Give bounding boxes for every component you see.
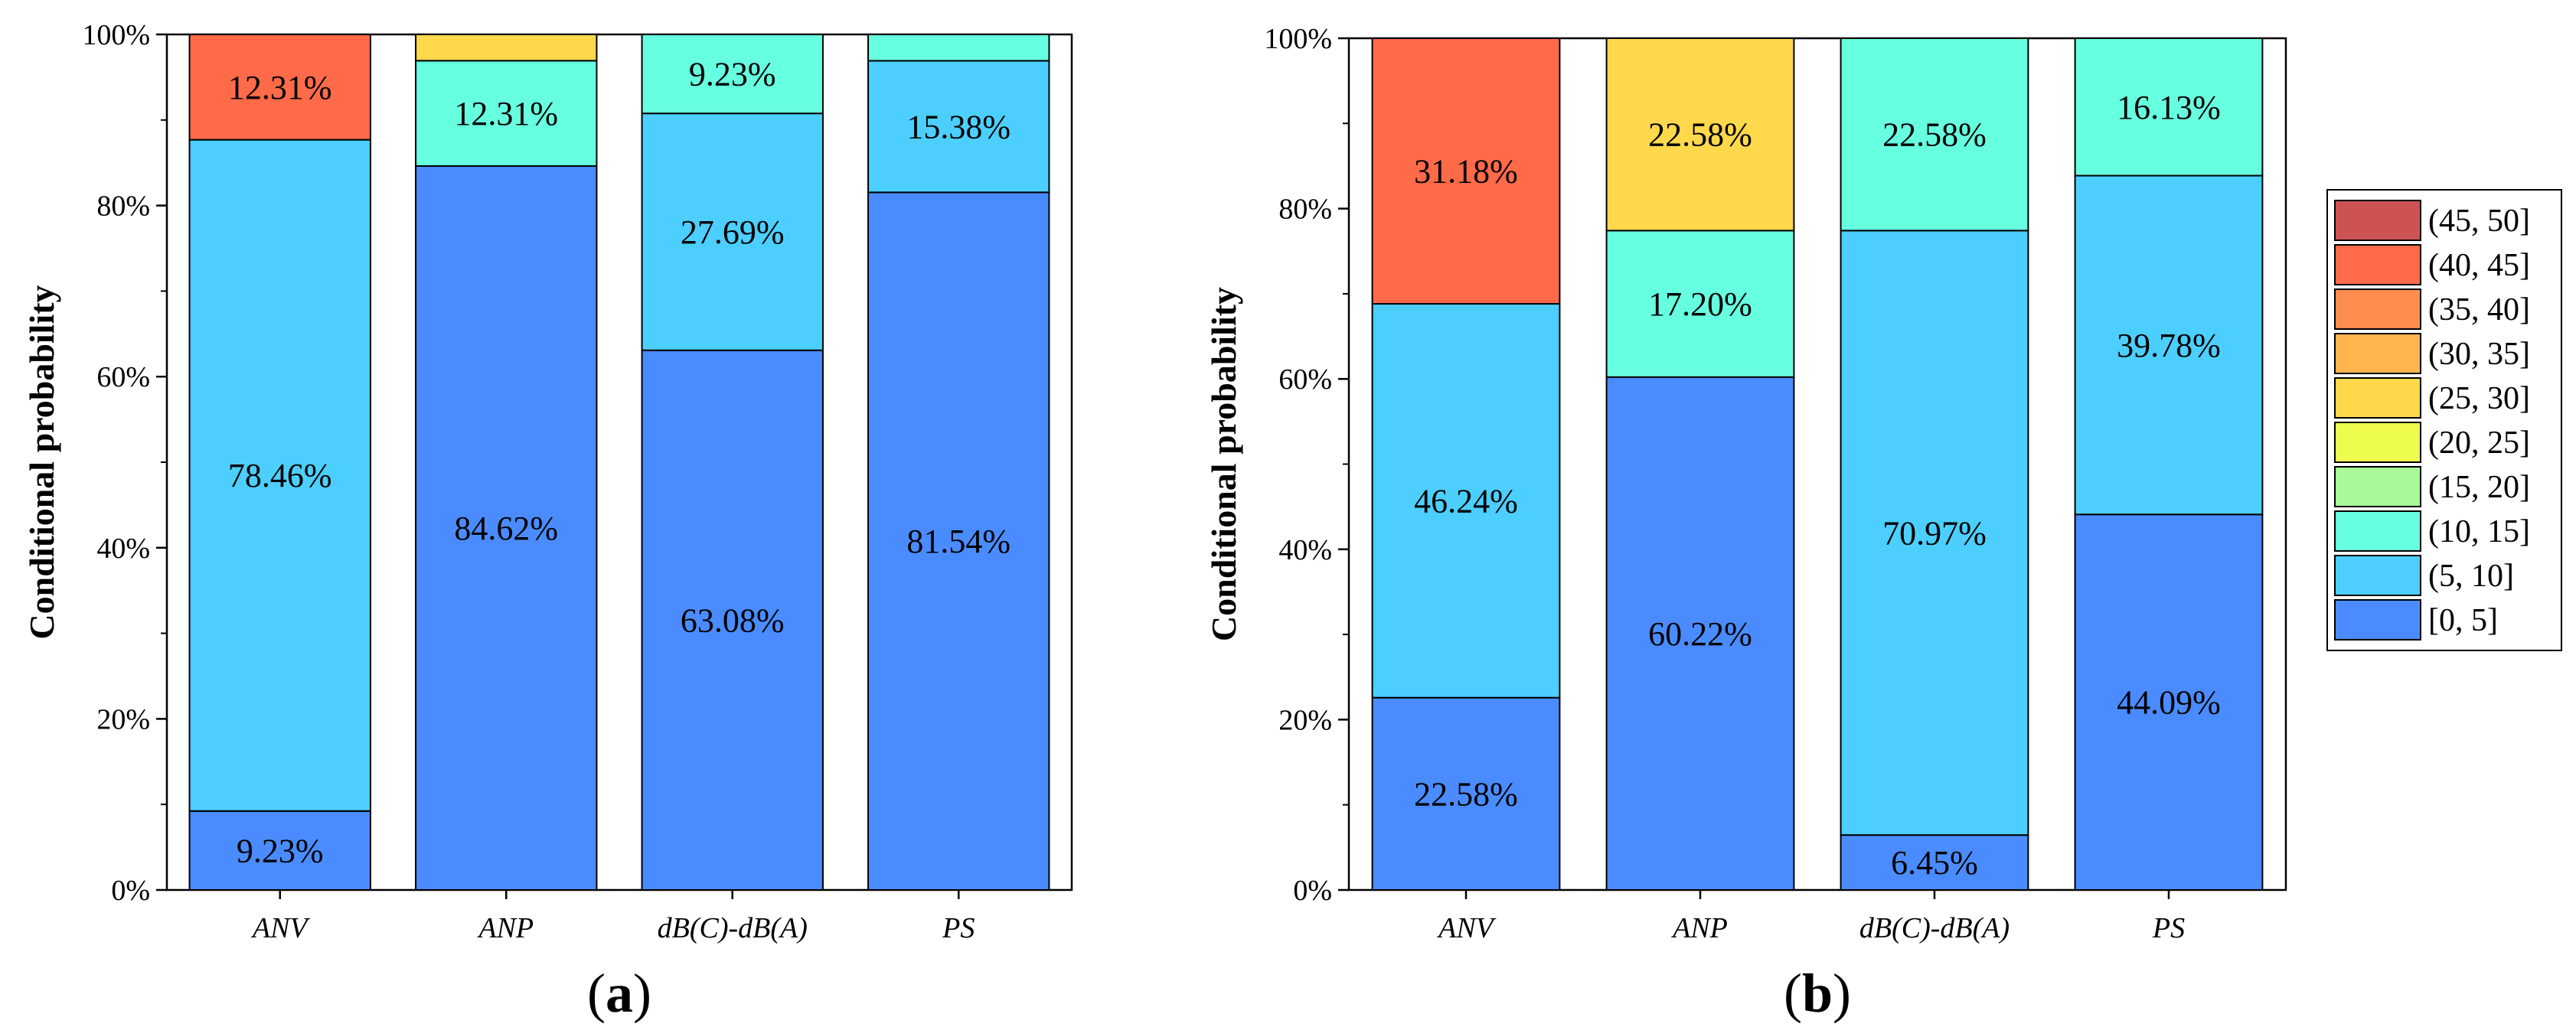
legend-swatch-35-40	[2334, 288, 2421, 330]
data-label: 44.09%	[2117, 684, 2221, 722]
bar-segment-ps-0-5	[867, 191, 1050, 891]
data-label: 9.23%	[237, 832, 324, 869]
legend-label: (30, 35]	[2428, 337, 2530, 372]
y-tick-label: 0%	[111, 875, 150, 907]
legend-label: (40, 45]	[2428, 248, 2530, 283]
legend-swatch-15-20	[2334, 466, 2421, 507]
legend-label: (15, 20]	[2428, 470, 2530, 505]
bar-segment-anp-0-5	[1605, 376, 1795, 891]
x-tick-label: PS	[942, 912, 975, 944]
data-label: 60.22%	[1648, 615, 1752, 653]
data-label: 17.20%	[1648, 285, 1752, 323]
data-label: 12.31%	[228, 69, 332, 106]
data-label: 16.13%	[2117, 89, 2221, 126]
y-tick-label: 60%	[96, 361, 150, 393]
bar-segment-anv-0-5	[1371, 696, 1561, 891]
data-label: 31.18%	[1414, 153, 1518, 191]
data-label: 70.97%	[1882, 514, 1987, 552]
data-label: 22.58%	[1882, 116, 1987, 154]
legend-swatch-40-45	[2334, 244, 2421, 285]
legend-swatch-20-25	[2334, 422, 2421, 463]
legend-label: (45, 50]	[2428, 204, 2530, 239]
data-label: 6.45%	[1891, 844, 1978, 882]
data-label: 22.58%	[1414, 775, 1518, 813]
bar-segment-db-c-db-a-5-10	[641, 112, 824, 351]
data-label: 84.62%	[454, 510, 558, 547]
data-label: 39.78%	[2117, 327, 2221, 364]
data-label: 12.31%	[454, 95, 558, 132]
legend-swatch-0-5	[2334, 599, 2421, 640]
x-tick-label: ANV	[1436, 912, 1497, 944]
bar-segment-ps-10-15	[867, 34, 1050, 62]
data-label: 78.46%	[228, 457, 332, 494]
data-label: 22.58%	[1648, 116, 1752, 154]
bar-segment-db-c-db-a-0-5	[641, 349, 824, 891]
x-tick-label: ANP	[476, 912, 534, 944]
y-tick-label: 100%	[1264, 23, 1332, 55]
y-tick-label: 40%	[96, 533, 150, 565]
bar-segment-ps-5-10	[867, 60, 1050, 194]
y-tick-label: 80%	[96, 191, 150, 223]
y-tick-label: 100%	[82, 19, 150, 51]
data-label: 15.38%	[906, 108, 1010, 145]
bar-segment-anv-5-10	[188, 139, 371, 812]
legend-swatch-10-15	[2334, 510, 2421, 552]
legend-label: [0, 5]	[2428, 603, 2498, 638]
y-axis-title: Conditional probability	[1204, 287, 1243, 641]
chart-panel-b: 0% 20% 40% 60% 80% 100% Conditional probabilit…	[1204, 23, 2287, 1024]
x-tick-label: dB(C)-dB(A)	[1859, 912, 2010, 944]
x-tick-label: ANV	[250, 912, 311, 944]
y-tick-label: 0%	[1293, 875, 1332, 907]
bar-segment-ps-10-15	[2074, 37, 2264, 177]
legend-label: (35, 40]	[2428, 292, 2530, 328]
legend-label: (5, 10]	[2428, 559, 2514, 594]
bar-segment-db-c-db-a-10-15	[1840, 37, 2029, 232]
data-label: 63.08%	[681, 601, 785, 639]
legend-label: (10, 15]	[2428, 514, 2530, 549]
y-tick-label: 80%	[1278, 194, 1332, 226]
bar-segment-anp-10-15	[1605, 230, 1795, 378]
bar-segment-anp-10-15	[415, 60, 598, 167]
legend-swatch-45-50	[2334, 200, 2421, 241]
bar-segment-db-c-db-a-0-5	[1840, 834, 2029, 891]
x-tick-label: dB(C)-dB(A)	[658, 912, 808, 944]
bar-segment-anv-40-45	[188, 34, 371, 141]
y-tick-label: 20%	[96, 703, 150, 735]
panel-caption: (a)	[587, 963, 651, 1024]
y-tick-label: 40%	[1278, 534, 1332, 566]
x-tick-label: ANP	[1670, 912, 1728, 944]
chart-legend: (45, 50] (40, 45] (35, 40] (30, 35] (25, 30]…	[2326, 189, 2562, 651]
bar-segment-db-c-db-a-5-10	[1840, 230, 2029, 836]
bar-segment-ps-0-5	[2074, 513, 2264, 891]
bar-segment-anp-25-30	[415, 34, 598, 62]
bar-segment-anp-25-30	[1605, 37, 1795, 232]
legend-label: (25, 30]	[2428, 381, 2530, 416]
chart-panel-a: 0% 20% 40% 60% 80% 100% Conditional probabilit…	[22, 19, 1073, 1024]
data-label: 81.54%	[906, 523, 1010, 560]
bar-segment-anv-40-45	[1371, 37, 1561, 305]
bar-segment-anv-5-10	[1371, 303, 1561, 699]
data-label: 46.24%	[1414, 482, 1518, 520]
y-tick-label: 60%	[1278, 363, 1332, 396]
y-tick-label: 20%	[1278, 704, 1332, 736]
legend-label: (20, 25]	[2428, 425, 2530, 461]
y-axis-title: Conditional probability	[22, 285, 61, 639]
bar-segment-ps-5-10	[2074, 174, 2264, 516]
data-label: 9.23%	[689, 56, 776, 93]
panel-caption: (b)	[1784, 963, 1851, 1024]
x-tick-label: PS	[2152, 912, 2185, 944]
legend-swatch-30-35	[2334, 333, 2421, 374]
data-label: 27.69%	[681, 213, 785, 251]
legend-swatch-25-30	[2334, 377, 2421, 419]
bar-segment-anv-0-5	[188, 810, 371, 891]
legend-swatch-5-10	[2334, 555, 2421, 596]
bar-segment-db-c-db-a-10-15	[641, 34, 824, 115]
